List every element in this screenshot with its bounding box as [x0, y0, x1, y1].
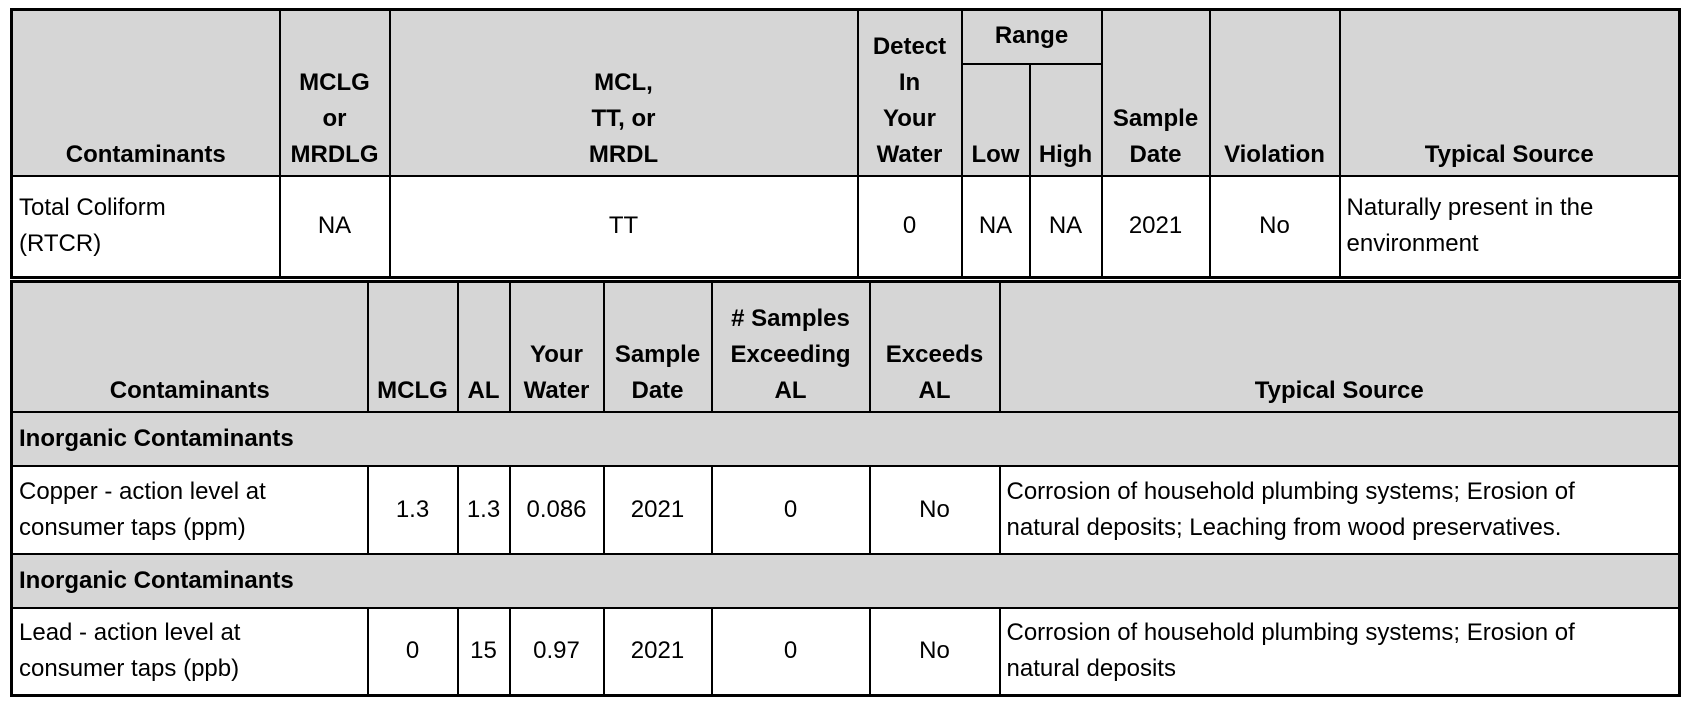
cell-exceeds-al: No: [868, 606, 1001, 697]
header-exceeds-al: Exceeds AL: [868, 280, 1001, 413]
section-title: Inorganic Contaminants: [10, 410, 1681, 467]
cell-typical-source: Naturally present in the environment: [1338, 174, 1681, 279]
cell-contaminant: Lead - action level at consumer taps (pp…: [10, 606, 369, 697]
cell-contaminant: Copper - action level at consumer taps (…: [10, 464, 369, 555]
cell-violation: No: [1208, 174, 1341, 279]
cell-typical-source: Corrosion of household plumbing systems;…: [998, 606, 1681, 697]
header-sample-date: Sample Date: [602, 280, 713, 413]
coliform-table: Contaminants MCLG or MRDLG MCL, TT, or M…: [10, 8, 1682, 279]
section-title: Inorganic Contaminants: [10, 552, 1681, 609]
cell-detect: 0: [856, 174, 963, 279]
cell-sample-date: 2021: [602, 464, 713, 555]
header-typical-source: Typical Source: [998, 280, 1681, 413]
header-contaminants: Contaminants: [10, 280, 369, 413]
table-row: Lead - action level at consumer taps (pp…: [10, 606, 1681, 697]
header-range: Range: [960, 8, 1103, 65]
cell-contaminant: Total Coliform (RTCR): [10, 174, 281, 279]
header-violation: Violation: [1208, 8, 1341, 177]
header-sample-date: Sample Date: [1100, 8, 1211, 177]
cell-range-low: NA: [960, 174, 1031, 279]
header-detect-in-your-water: Detect In Your Water: [856, 8, 963, 177]
table-row: Total Coliform (RTCR) NA TT 0 NA NA 2021…: [10, 174, 1681, 279]
cell-typical-source: Corrosion of household plumbing systems;…: [998, 464, 1681, 555]
header-typical-source: Typical Source: [1338, 8, 1681, 177]
cell-al: 15: [456, 606, 511, 697]
cell-samples-exceeding: 0: [710, 606, 871, 697]
cell-sample-date: 2021: [1100, 174, 1211, 279]
header-samples-exceeding-al: # Samples Exceeding AL: [710, 280, 871, 413]
cell-range-high: NA: [1028, 174, 1103, 279]
cell-sample-date: 2021: [602, 606, 713, 697]
cell-mclg: 1.3: [366, 464, 459, 555]
header-mcl-tt-mrdl: MCL, TT, or MRDL: [388, 8, 859, 177]
header-mclg-or-mrdlg: MCLG or MRDLG: [278, 8, 391, 177]
cell-your-water: 0.97: [508, 606, 605, 697]
cell-exceeds-al: No: [868, 464, 1001, 555]
cell-samples-exceeding: 0: [710, 464, 871, 555]
cell-mclg: NA: [278, 174, 391, 279]
header-al: AL: [456, 280, 511, 413]
header-range-high: High: [1028, 62, 1103, 177]
header-contaminants: Contaminants: [10, 8, 281, 177]
lead-copper-table: Contaminants MCLG AL Your Water Sample D…: [10, 280, 1681, 697]
header-mclg: MCLG: [366, 280, 459, 413]
table-row: Copper - action level at consumer taps (…: [10, 464, 1681, 555]
header-your-water: Your Water: [508, 280, 605, 413]
cell-your-water: 0.086: [508, 464, 605, 555]
cell-mcl: TT: [388, 174, 859, 279]
header-range-low: Low: [960, 62, 1031, 177]
cell-al: 1.3: [456, 464, 511, 555]
cell-mclg: 0: [366, 606, 459, 697]
